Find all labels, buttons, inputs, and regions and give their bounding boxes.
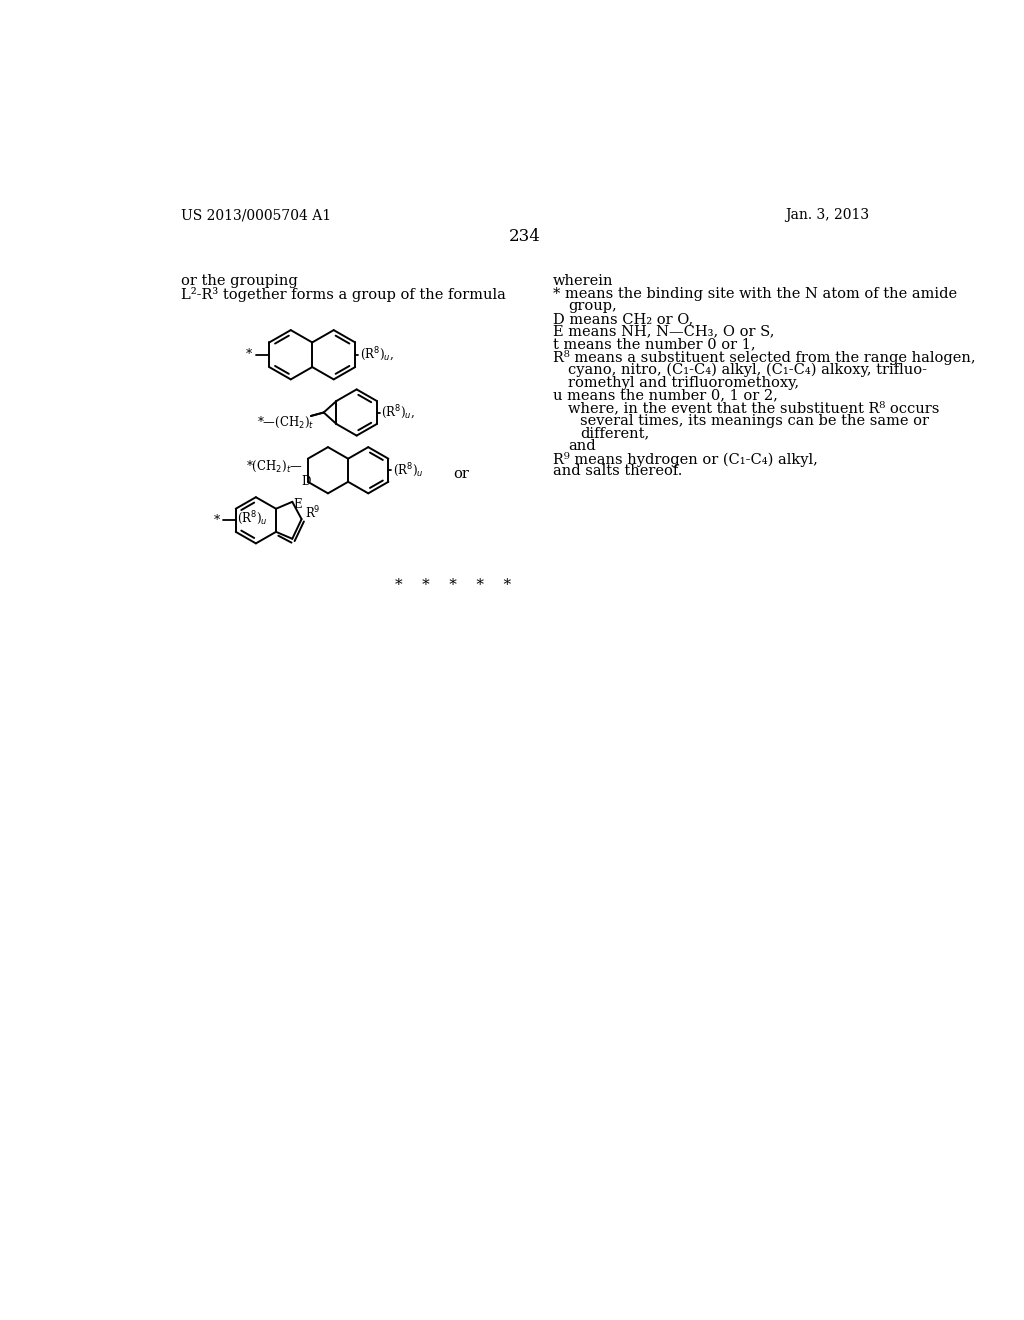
- Text: (R$^8$)$_u$,: (R$^8$)$_u$,: [381, 404, 416, 421]
- Text: (R$^8$)$_u$: (R$^8$)$_u$: [393, 462, 424, 479]
- Text: or the grouping: or the grouping: [180, 275, 297, 288]
- Text: u means the number 0, 1 or 2,: u means the number 0, 1 or 2,: [553, 388, 777, 403]
- Text: where, in the event that the substituent R⁸ occurs: where, in the event that the substituent…: [568, 401, 940, 414]
- Text: 234: 234: [509, 227, 541, 244]
- Text: *: *: [214, 513, 220, 527]
- Text: different,: different,: [580, 426, 649, 441]
- Text: *—(CH$_2$)$_t$: *—(CH$_2$)$_t$: [257, 414, 314, 430]
- Text: R⁸ means a substituent selected from the range halogen,: R⁸ means a substituent selected from the…: [553, 350, 975, 366]
- Text: cyano, nitro, (C₁-C₄) alkyl, (C₁-C₄) alkoxy, trifluo-: cyano, nitro, (C₁-C₄) alkyl, (C₁-C₄) alk…: [568, 363, 927, 378]
- Text: D means CH₂ or O,: D means CH₂ or O,: [553, 312, 693, 326]
- Text: Jan. 3, 2013: Jan. 3, 2013: [784, 209, 869, 223]
- Text: group,: group,: [568, 300, 616, 313]
- Text: R⁹ means hydrogen or (C₁-C₄) alkyl,: R⁹ means hydrogen or (C₁-C₄) alkyl,: [553, 451, 817, 467]
- Text: t means the number 0 or 1,: t means the number 0 or 1,: [553, 338, 756, 351]
- Text: US 2013/0005704 A1: US 2013/0005704 A1: [180, 209, 331, 223]
- Text: L²-R³ together forms a group of the formula: L²-R³ together forms a group of the form…: [180, 286, 506, 302]
- Text: * means the binding site with the N atom of the amide: * means the binding site with the N atom…: [553, 286, 956, 301]
- Text: wherein: wherein: [553, 275, 613, 288]
- Text: *    *    *    *    *: * * * * *: [395, 578, 512, 593]
- Text: romethyl and trifluoromethoxy,: romethyl and trifluoromethoxy,: [568, 376, 800, 389]
- Text: and: and: [568, 440, 596, 453]
- Text: D: D: [302, 474, 311, 487]
- Text: *: *: [246, 348, 252, 362]
- Text: R$^9$: R$^9$: [305, 504, 321, 521]
- Text: and salts thereof.: and salts thereof.: [553, 465, 682, 478]
- Text: several times, its meanings can be the same or: several times, its meanings can be the s…: [580, 413, 929, 428]
- Text: (R$^8$)$_u$,: (R$^8$)$_u$,: [359, 346, 394, 364]
- Text: E: E: [294, 499, 302, 511]
- Text: E means NH, N—CH₃, O or S,: E means NH, N—CH₃, O or S,: [553, 325, 774, 339]
- Text: *(CH$_2$)$_t$—: *(CH$_2$)$_t$—: [246, 459, 303, 474]
- Text: or: or: [454, 467, 469, 480]
- Text: (R$^8$)$_u$: (R$^8$)$_u$: [237, 510, 267, 527]
